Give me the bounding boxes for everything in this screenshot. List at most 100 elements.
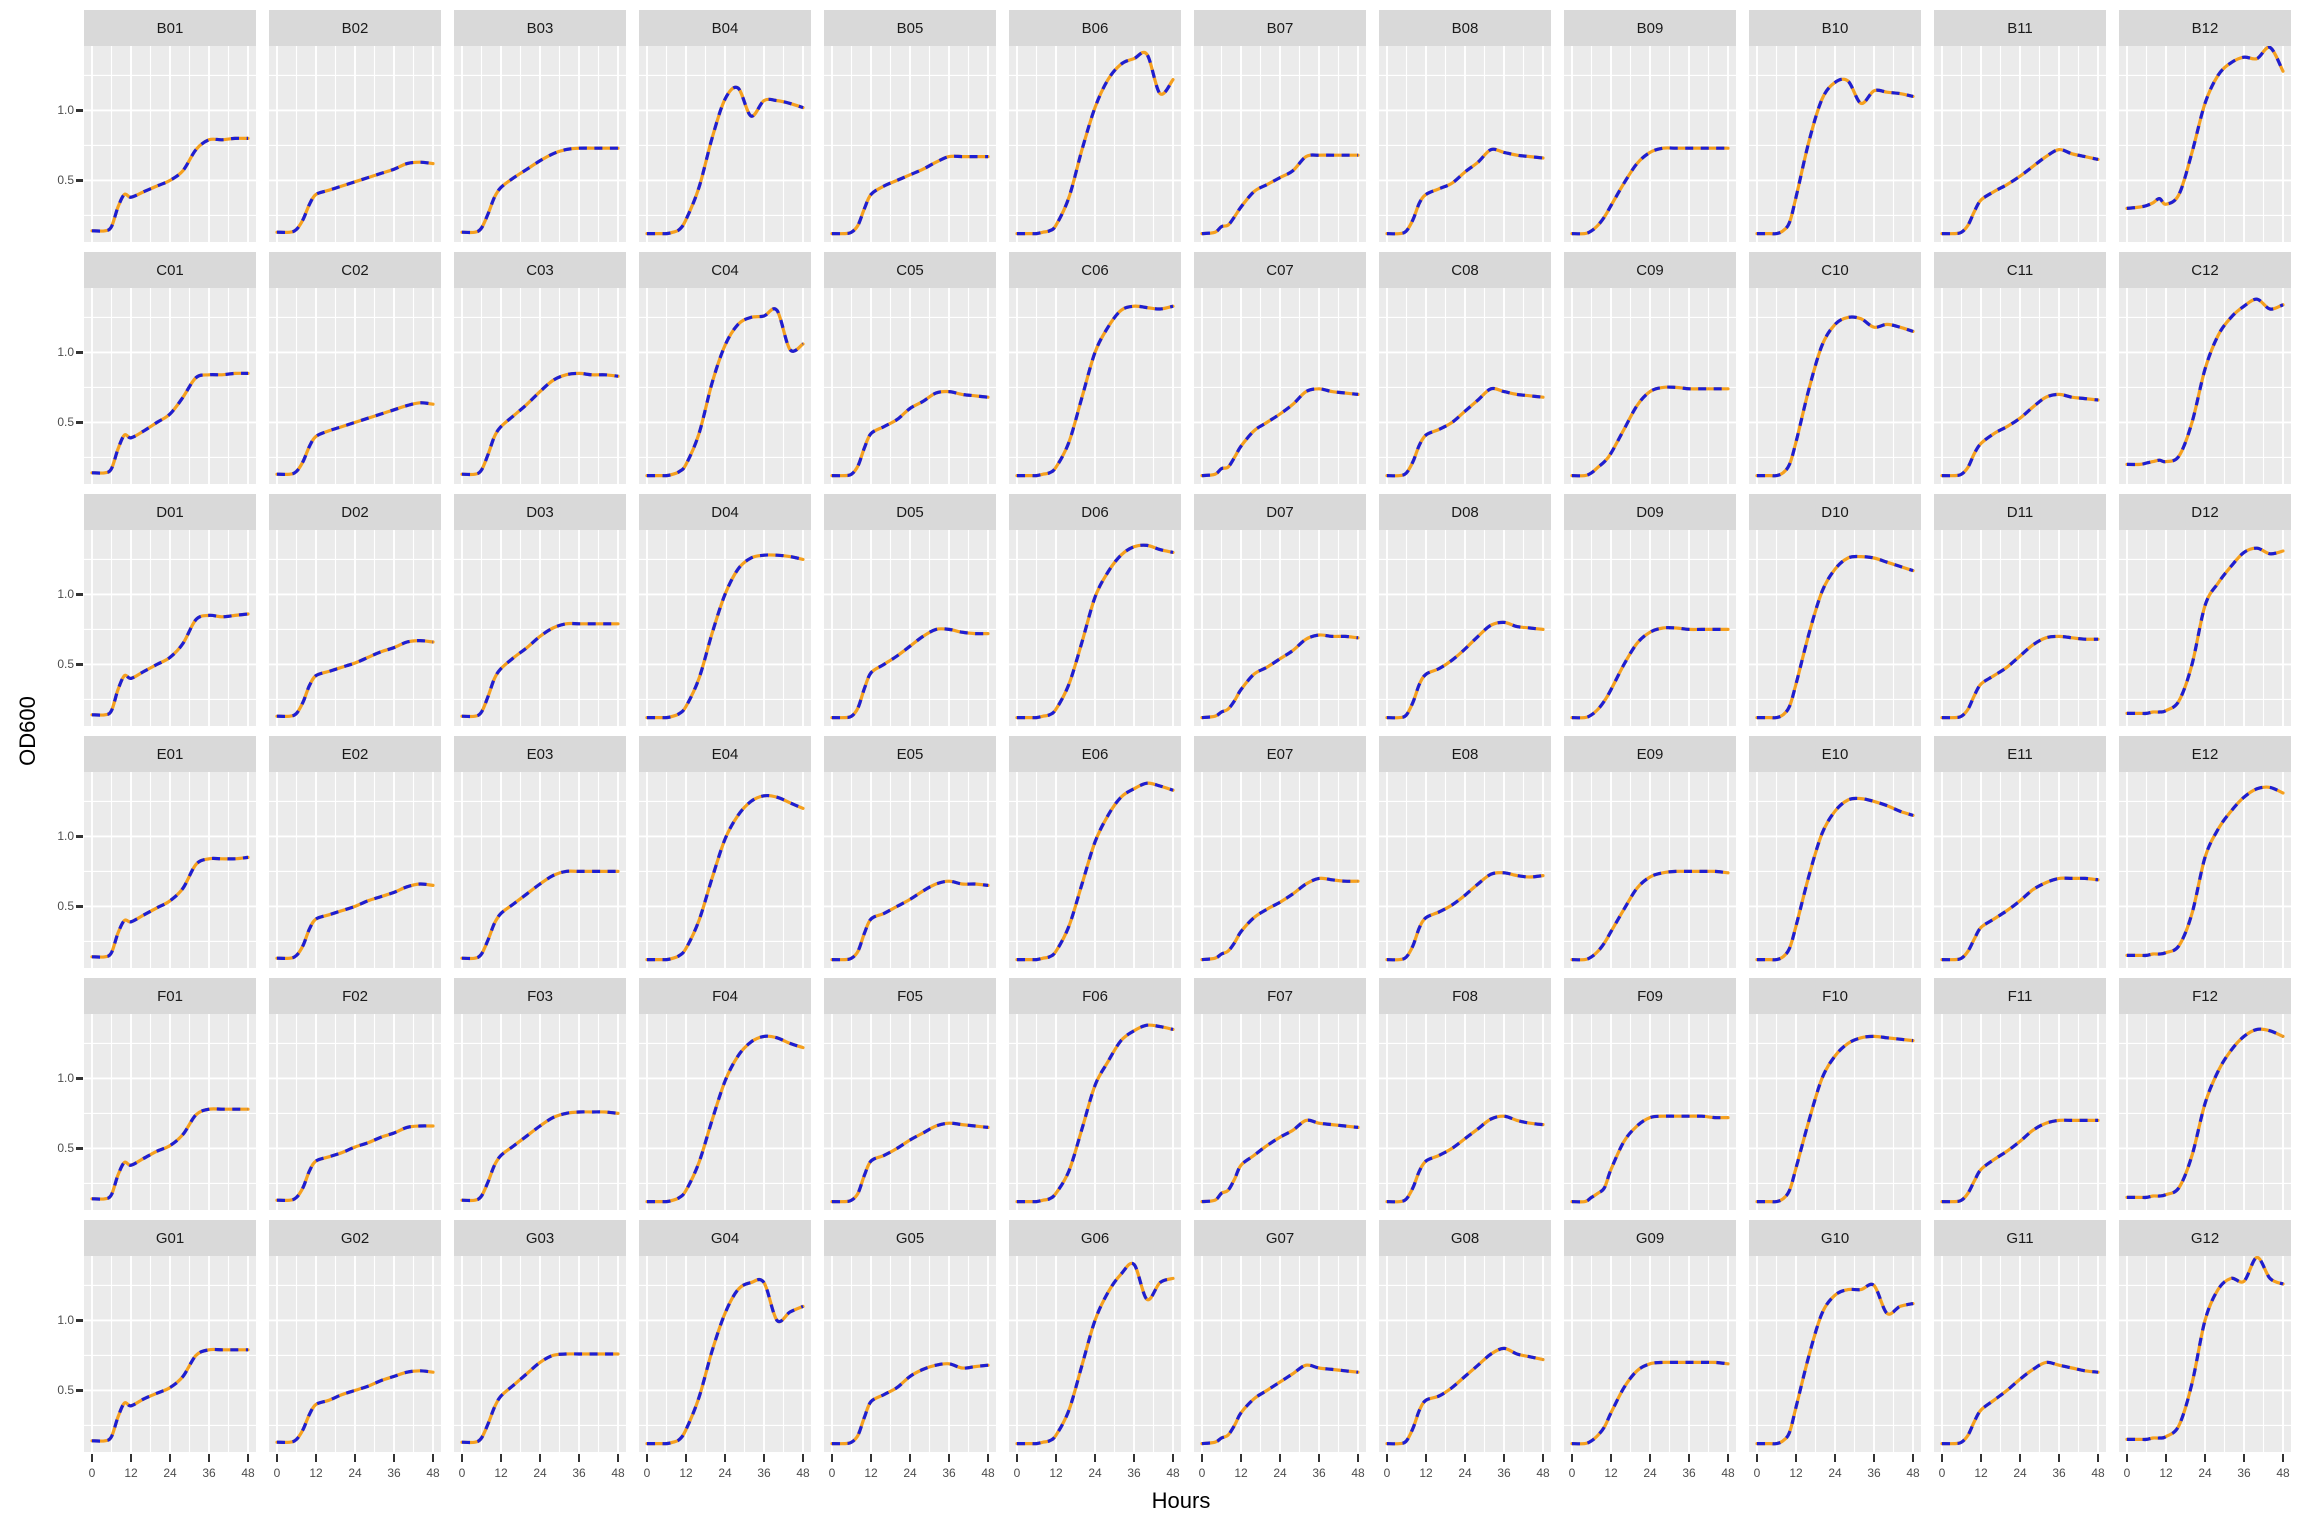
- x-tick-mark: [762, 1454, 766, 1462]
- facet-strip-label: D01: [156, 503, 184, 521]
- x-tick-label: 0: [643, 1466, 651, 1480]
- facet-panel: [84, 772, 256, 968]
- facet-strip-label: F06: [1082, 987, 1108, 1005]
- facet-E02: E02: [269, 736, 441, 968]
- x-tick-mark: [314, 1454, 318, 1462]
- x-tick-label: 0: [1753, 1466, 1761, 1480]
- x-tick-mark: [1132, 1454, 1136, 1462]
- facet-C11: C11: [1934, 252, 2106, 484]
- facet-F07: F07: [1194, 978, 1366, 1210]
- facet-D02: D02: [269, 494, 441, 726]
- gridlines: [84, 1256, 256, 1452]
- x-tick-label: 12: [124, 1466, 138, 1480]
- x-tick-label: 36: [387, 1466, 401, 1480]
- facet-G07: G07: [1194, 1220, 1366, 1452]
- facet-strip: C06: [1009, 252, 1181, 288]
- gridlines: [1194, 1256, 1366, 1452]
- gridlines: [639, 772, 811, 968]
- facet-strip: D06: [1009, 494, 1181, 530]
- facet-D11: D11: [1934, 494, 2106, 726]
- facet-strip: B01: [84, 10, 256, 46]
- facet-strip: F12: [2119, 978, 2291, 1014]
- dashed-blue-line: [647, 1034, 804, 1204]
- x-tick-label: 24: [718, 1466, 732, 1480]
- facet-strip-label: C02: [341, 261, 369, 279]
- dashed-blue-line: [461, 371, 619, 477]
- facet-panel: [2119, 530, 2291, 726]
- x-tick-label: 48: [2091, 1466, 2105, 1480]
- x-tick-mark: [2057, 1454, 2061, 1462]
- facet-B08: B08: [1379, 10, 1551, 242]
- facet-strip-label: F12: [2192, 987, 2218, 1005]
- x-tick-mark: [1648, 1454, 1652, 1462]
- gridlines: [1009, 530, 1181, 726]
- x-tick-label: 48: [1721, 1466, 1735, 1480]
- facet-strip-label: F03: [527, 987, 553, 1005]
- y-tick-label: 0.5: [57, 1141, 74, 1156]
- x-tick-label: 12: [1974, 1466, 1988, 1480]
- x-tick-mark: [1015, 1454, 1019, 1462]
- facet-panel: [1379, 1014, 1551, 1210]
- facet-strip: C02: [269, 252, 441, 288]
- gridlines: [84, 1014, 256, 1210]
- facet-strip-label: G11: [2006, 1229, 2034, 1247]
- facet-strip-label: F10: [1822, 987, 1848, 1005]
- dashed-blue-line: [1201, 876, 1359, 962]
- x-tick-mark: [723, 1454, 727, 1462]
- facet-strip-label: D05: [896, 503, 924, 521]
- x-tick-mark: [869, 1454, 873, 1462]
- dashed-blue-line: [647, 85, 804, 236]
- dashed-blue-line: [647, 793, 804, 962]
- dashed-blue-line: [831, 1121, 989, 1204]
- x-axis-title: Hours: [1151, 1488, 1211, 1513]
- facet-strip-label: B03: [526, 19, 554, 37]
- facet-C09: C09: [1564, 252, 1736, 484]
- y-tick-label: 0.5: [57, 173, 74, 188]
- y-tick-mark: [76, 1389, 83, 1392]
- facet-strip: D04: [639, 494, 811, 530]
- solid-orange-line: [1385, 147, 1545, 236]
- x-tick-mark: [1609, 1454, 1613, 1462]
- facet-strip-label: G10: [1820, 1229, 1850, 1247]
- x-tick-mark: [1687, 1454, 1691, 1462]
- x-tick-label: 36: [1682, 1466, 1696, 1480]
- facet-strip-label: C07: [1266, 261, 1294, 279]
- dashed-blue-line: [276, 1124, 434, 1203]
- dashed-blue-line: [1941, 634, 2099, 720]
- x-tick-mark: [538, 1454, 542, 1462]
- dashed-blue-line: [276, 160, 434, 235]
- facet-strip: C01: [84, 252, 256, 288]
- facet-strip: E09: [1564, 736, 1736, 772]
- x-tick-label: 0: [88, 1466, 96, 1480]
- dashed-blue-line: [1941, 392, 2099, 478]
- facet-strip-label: B02: [341, 19, 369, 37]
- facet-panel: [1564, 772, 1736, 968]
- facet-strip: F11: [1934, 978, 2106, 1014]
- facet-strip-label: B01: [156, 19, 184, 37]
- x-tick-mark: [2018, 1454, 2022, 1462]
- facet-strip: B04: [639, 10, 811, 46]
- facet-strip-label: E07: [1266, 745, 1294, 763]
- facet-D03: D03: [454, 494, 626, 726]
- facet-panel: [269, 46, 441, 242]
- gridlines: [1379, 772, 1551, 968]
- facet-C05: C05: [824, 252, 996, 484]
- dashed-blue-line: [276, 401, 434, 477]
- facet-F03: F03: [454, 978, 626, 1210]
- x-tick-label: 24: [1273, 1466, 1287, 1480]
- facet-panel: [84, 46, 256, 242]
- x-tick-label: 36: [2052, 1466, 2066, 1480]
- dashed-blue-line: [1757, 1282, 1914, 1446]
- facet-panel: [639, 46, 811, 242]
- x-tick-label: 24: [2013, 1466, 2027, 1480]
- facet-G01: G01: [84, 1220, 256, 1452]
- dashed-blue-line: [2127, 785, 2284, 958]
- dashed-blue-line: [1571, 1360, 1729, 1446]
- facet-panel: [1749, 46, 1921, 242]
- facet-panel: [269, 1256, 441, 1452]
- dashed-blue-line: [1201, 1363, 1359, 1446]
- facet-strip: F01: [84, 978, 256, 1014]
- facet-panel: [639, 772, 811, 968]
- x-tick-label: 0: [828, 1466, 836, 1480]
- facet-strip-label: C05: [896, 261, 924, 279]
